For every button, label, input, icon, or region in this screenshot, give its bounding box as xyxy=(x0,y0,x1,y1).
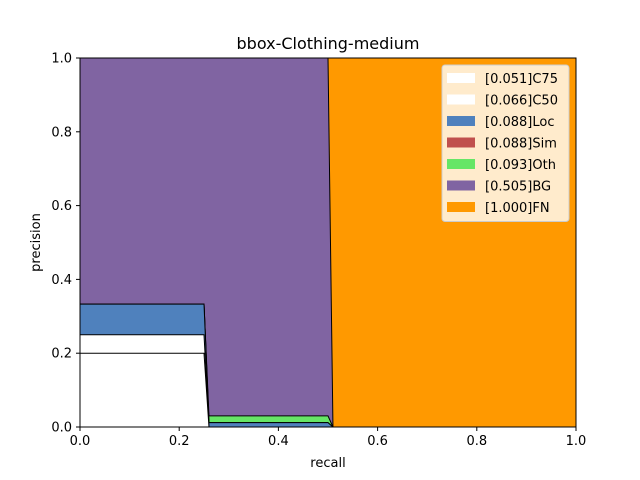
legend-label-0-088-loc: [0.088]Loc xyxy=(485,115,554,130)
y-tick-label: 1.0 xyxy=(51,52,72,67)
y-tick-label: 0.8 xyxy=(51,125,72,140)
legend-label-0-051-c75: [0.051]C75 xyxy=(485,72,558,87)
x-tick-label: 0.8 xyxy=(466,434,487,449)
y-axis-title: precision xyxy=(29,213,44,272)
area-0-051-c75 xyxy=(80,353,576,427)
y-axis-ticks: 0.0 0.2 0.4 0.6 0.8 1.0 xyxy=(51,52,80,436)
x-axis-ticks: 0.0 0.2 0.4 0.6 0.8 1.0 xyxy=(70,427,587,449)
legend-label-0-066-c50: [0.066]C50 xyxy=(485,94,558,109)
legend-swatch-0-093-oth xyxy=(447,159,475,169)
legend-swatch-0-505-bg xyxy=(447,180,475,191)
x-tick-label: 0.0 xyxy=(70,434,91,449)
y-tick-label: 0.2 xyxy=(51,347,72,362)
legend-swatch-0-051-c75 xyxy=(447,73,475,83)
chart-title: bbox-Clothing-medium xyxy=(237,34,420,53)
x-tick-label: 0.4 xyxy=(268,434,289,449)
legend-label-0-093-oth: [0.093]Oth xyxy=(485,158,556,173)
y-tick-label: 0.0 xyxy=(51,421,72,436)
legend-swatch-0-088-sim xyxy=(447,137,475,148)
x-tick-label: 0.6 xyxy=(367,434,388,449)
plot-frame xyxy=(79,57,577,428)
y-tick-label: 0.4 xyxy=(51,273,72,288)
legend-label-1-000-fn: [1.000]FN xyxy=(485,201,550,216)
legend-label-0-088-sim: [0.088]Sim xyxy=(485,137,557,152)
y-tick-label: 0.6 xyxy=(51,199,72,214)
legend-label-0-505-bg: [0.505]BG xyxy=(485,180,551,195)
legend-swatch-0-088-loc xyxy=(447,116,475,126)
legend-swatch-0-066-c50 xyxy=(447,94,475,105)
legend-swatch-1-000-fn xyxy=(447,202,475,212)
chart-legend: [0.051]C75 [0.066]C50 [0.088]Loc [0.088]Sim… xyxy=(441,64,570,222)
x-tick-label: 0.2 xyxy=(169,434,190,449)
x-tick-label: 1.0 xyxy=(566,434,587,449)
x-axis-title: recall xyxy=(310,456,345,471)
